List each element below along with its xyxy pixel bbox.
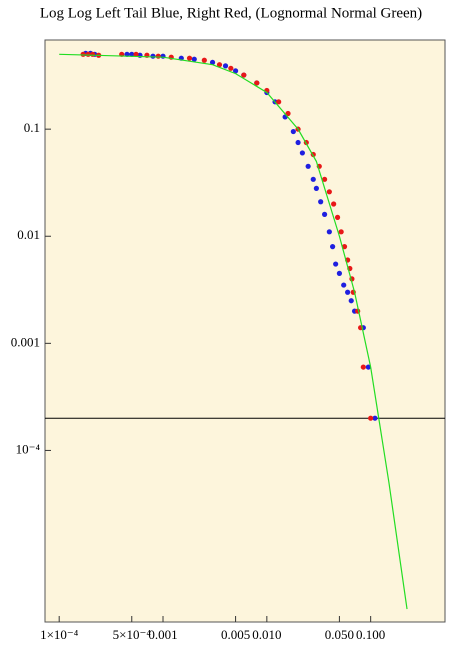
data-point	[216, 62, 223, 68]
data-point	[191, 56, 197, 62]
data-point	[321, 176, 328, 182]
y-tick-label: 0.1	[24, 120, 40, 135]
data-point	[326, 229, 332, 235]
y-tick-label: 10⁻⁴	[16, 441, 41, 456]
plot-area	[44, 39, 446, 623]
data-point	[254, 80, 260, 86]
data-point	[290, 128, 296, 135]
data-point	[372, 415, 378, 421]
data-point	[345, 289, 351, 295]
data-point	[90, 51, 96, 57]
x-tick-label: 0.100	[356, 627, 385, 642]
data-point	[334, 214, 341, 220]
data-point	[80, 51, 86, 57]
y-tick-label: 0.01	[17, 227, 40, 242]
data-point	[299, 150, 305, 156]
data-point	[321, 211, 328, 217]
x-tick-label: 1×10⁻⁴	[40, 627, 79, 642]
data-point	[133, 51, 139, 57]
data-point	[331, 201, 337, 207]
data-point	[241, 72, 247, 78]
data-point	[348, 298, 354, 304]
chart-title: Log Log Left Tail Blue, Right Red, (Logn…	[40, 5, 422, 21]
data-point	[326, 189, 332, 195]
data-point	[276, 99, 282, 105]
data-point	[228, 65, 234, 71]
x-tick-label: 0.050	[325, 627, 354, 642]
data-point	[313, 185, 319, 191]
data-point	[222, 63, 229, 69]
x-tick-label: 0.005	[221, 627, 250, 642]
data-point	[209, 59, 216, 66]
y-tick-label: 0.001	[11, 334, 40, 349]
data-point	[201, 57, 207, 63]
x-tick-label: 5×10⁻⁴	[113, 627, 152, 642]
data-point	[318, 199, 324, 205]
data-point	[330, 244, 336, 250]
data-point	[85, 51, 91, 57]
data-point	[285, 110, 291, 117]
x-tick-label: 0.001	[148, 627, 177, 642]
data-point	[368, 415, 374, 421]
data-point	[310, 176, 316, 182]
data-point	[186, 55, 193, 61]
data-point	[360, 364, 366, 370]
data-point	[365, 364, 371, 370]
data-point	[155, 53, 161, 59]
data-point	[338, 229, 344, 235]
x-tick-label: 0.010	[252, 627, 281, 642]
data-point	[305, 163, 311, 169]
data-point	[333, 261, 339, 267]
data-point	[150, 53, 156, 59]
data-point	[295, 139, 301, 146]
data-point	[341, 282, 347, 288]
data-point	[336, 270, 343, 276]
fit-line	[59, 53, 408, 610]
data-point	[232, 68, 239, 74]
data-point	[129, 51, 135, 57]
data-point	[341, 244, 348, 250]
